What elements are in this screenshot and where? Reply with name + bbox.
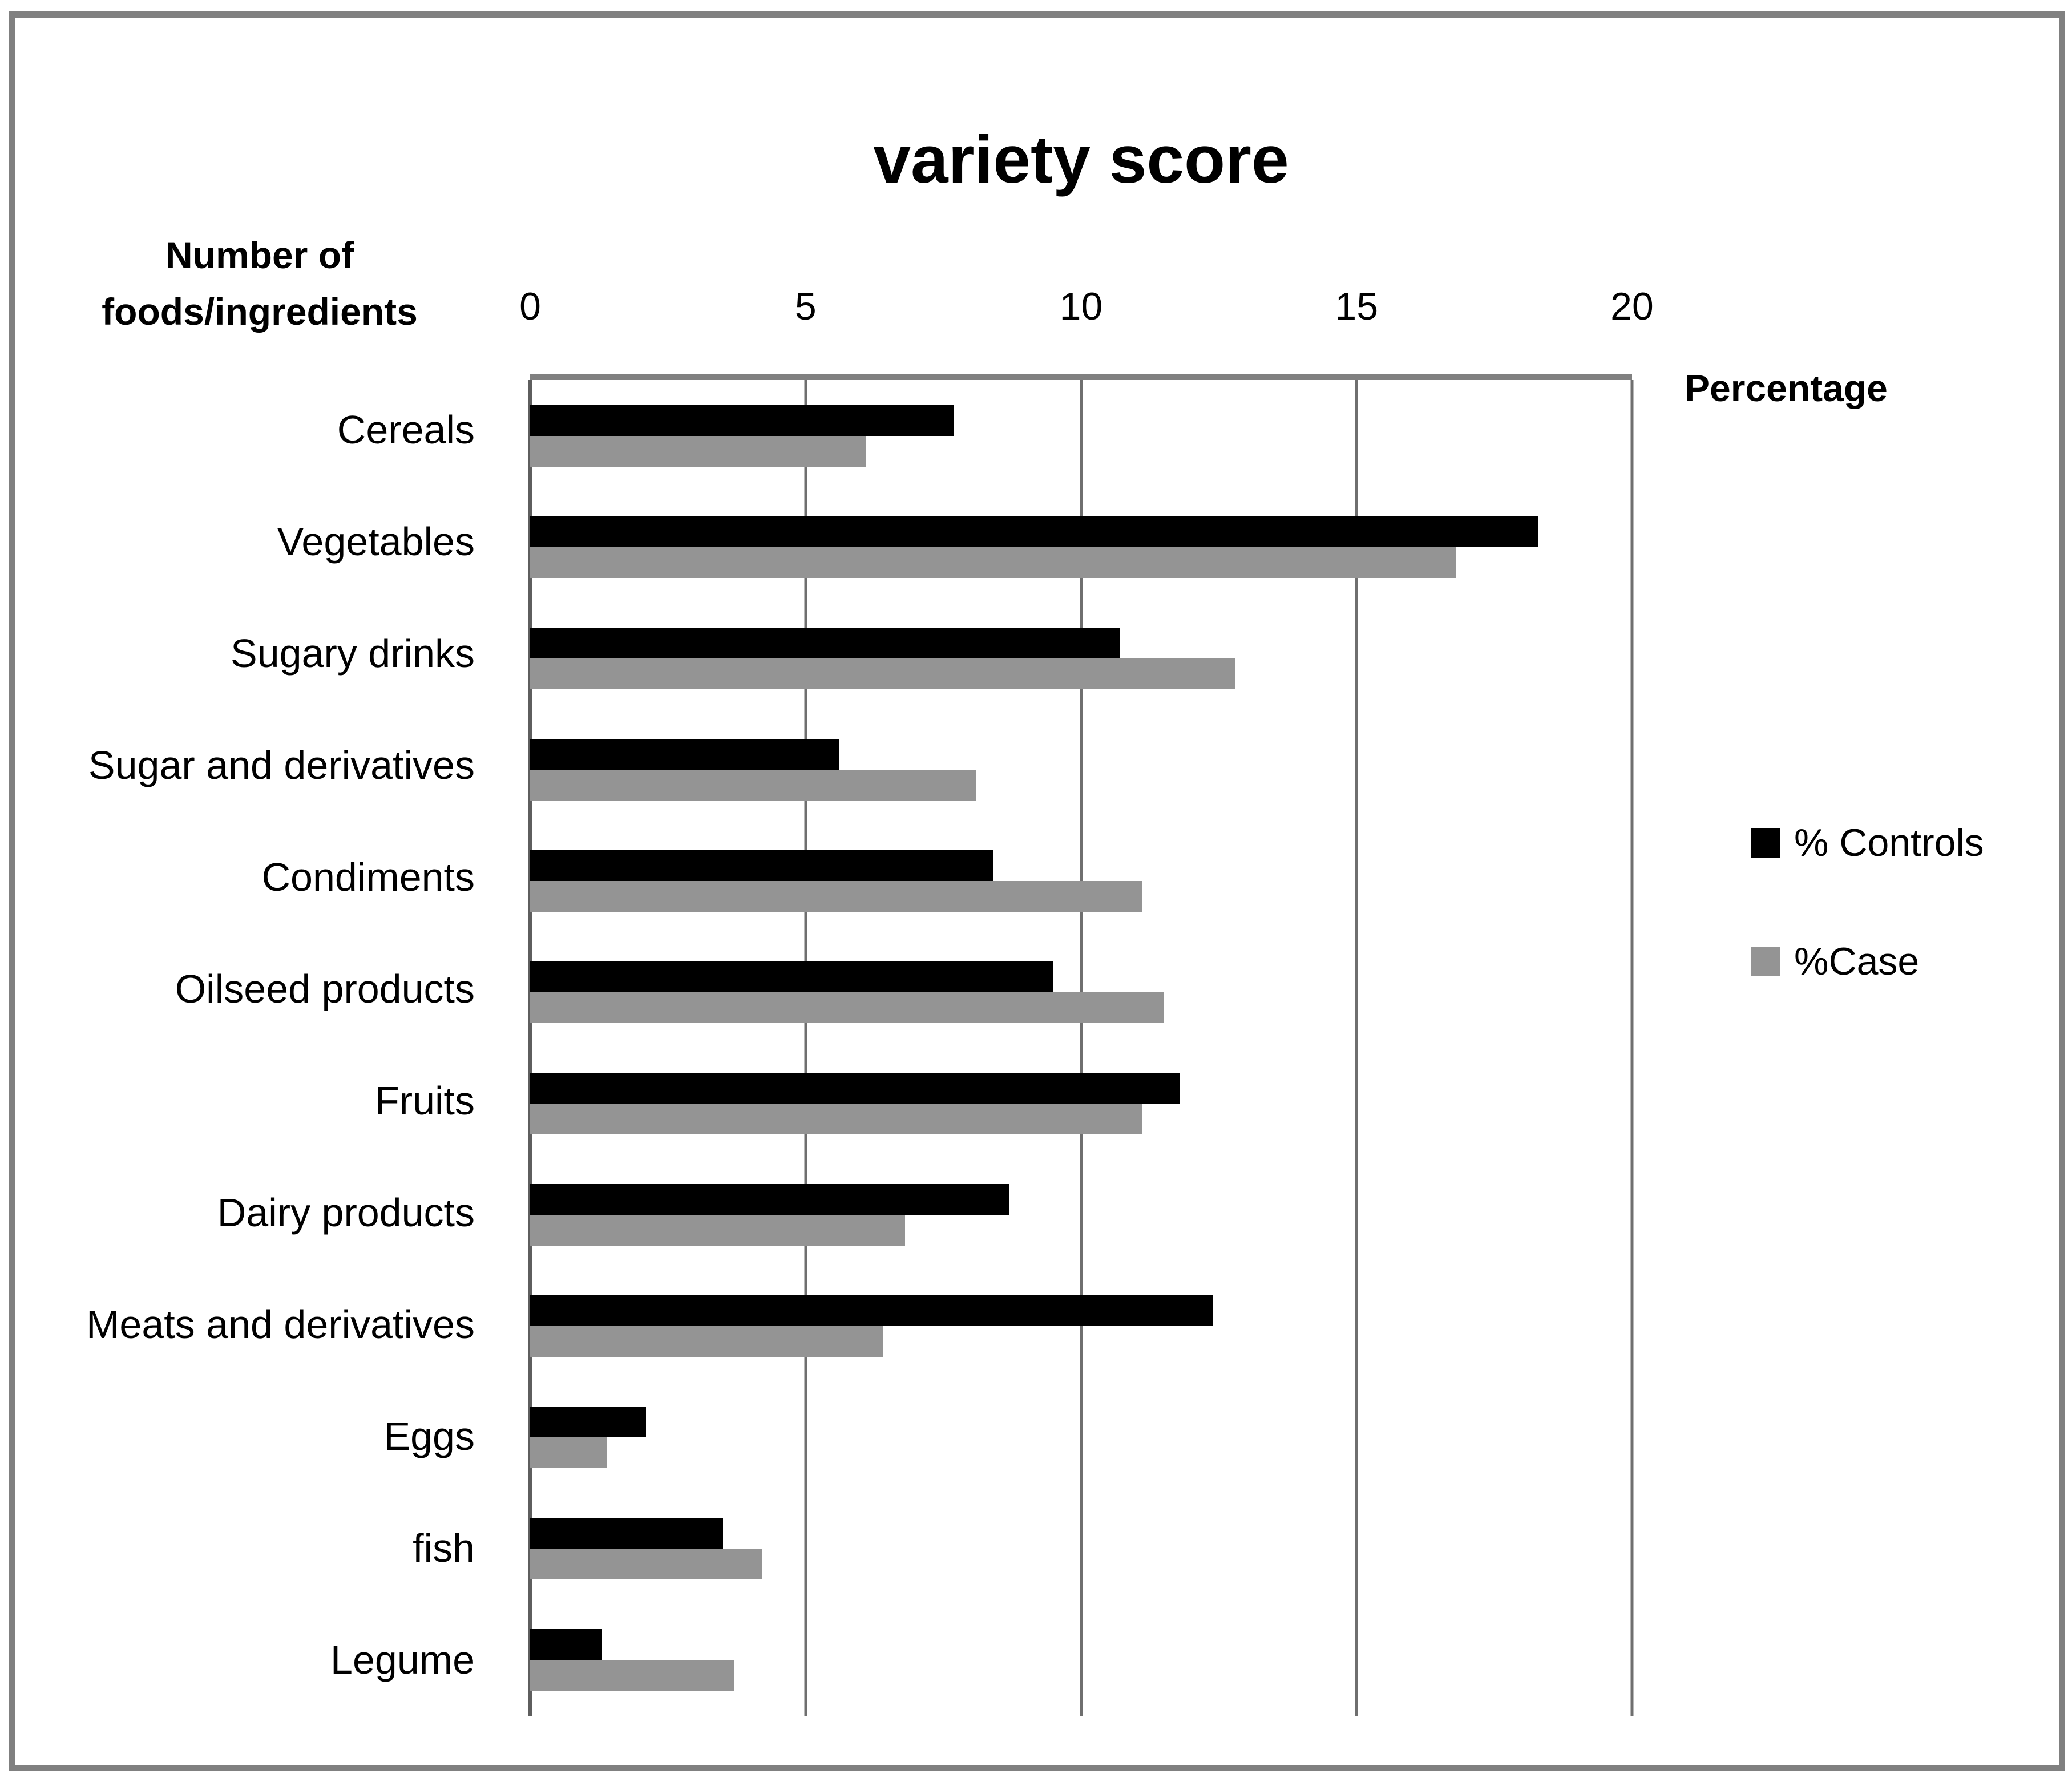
category-row [530,1159,1632,1271]
category-label: Eggs [383,1414,475,1458]
category-row [530,1605,1632,1716]
bar [530,1660,734,1691]
category-label: Meats and derivatives [86,1302,475,1347]
y-axis-title: Number of foods/ingredients [102,234,418,333]
x-tick-label-20: 20 [1610,285,1654,328]
category-label: fish [413,1526,475,1570]
category-label: Dairy products [217,1190,475,1235]
bar [530,1437,608,1469]
category-row [530,603,1632,714]
category-label: Cereals [337,407,475,452]
category-row [530,380,1632,491]
category-row [530,936,1632,1048]
bars-layer [530,380,1632,1716]
bar [530,880,1142,912]
y-axis-line [528,380,532,1716]
bar [530,405,955,436]
x-tick-label-5: 5 [794,285,817,328]
bar [530,1184,1009,1215]
category-row [530,1048,1632,1159]
category-row [530,1382,1632,1493]
bar [530,769,977,801]
gridline-20 [1630,380,1634,1716]
plot-area [528,374,1634,1716]
bar [530,1326,883,1357]
chart-title: variety score [873,122,1289,197]
category-row [530,714,1632,825]
bar [530,738,839,770]
bar [530,547,1456,578]
category-label: Fruits [375,1078,475,1123]
legend-item: % Controls [1751,821,1984,865]
bar [530,627,1120,658]
category-row [530,1271,1632,1382]
bar [530,658,1235,689]
legend-item: %Case [1751,939,1984,984]
bar [530,1215,905,1246]
x-tick-label-15: 15 [1335,285,1379,328]
bar [530,1073,1181,1104]
legend-label: %Case [1794,940,1920,983]
bar [530,516,1538,547]
bar [530,1295,1214,1327]
bar [530,1518,723,1549]
category-label: Vegetables [277,519,475,564]
category-axis-labels: Cereals Vegetables Sugary drinks Sugar and … [0,374,502,1716]
bar [530,1104,1142,1134]
x-axis-ticks: 0 5 10 15 20 [519,284,1654,338]
category-label: Condiments [261,855,475,899]
category-label: Sugary drinks [231,631,475,676]
legend-swatch [1751,828,1780,858]
gridline-10 [1080,380,1083,1716]
category-label: Sugar and derivatives [88,743,475,787]
bar [530,1407,646,1438]
bar [530,850,993,881]
category-label: Oilseed products [175,967,475,1011]
category-label: Legume [330,1638,475,1682]
bar [530,961,1054,992]
x-tick-label-0: 0 [519,285,541,328]
legend-swatch [1751,947,1780,976]
category-row [530,491,1632,603]
gridline-5 [804,380,807,1716]
bar [530,1549,762,1580]
bar [530,992,1164,1023]
bar [530,1629,602,1660]
bar [530,435,866,467]
legend: % Controls %Case [1751,821,1984,984]
category-row [530,1493,1632,1605]
legend-label: % Controls [1794,821,1984,864]
gridline-15 [1355,380,1358,1716]
x-tick-label-10: 10 [1059,285,1103,328]
category-row [530,825,1632,936]
x-axis-title: Percentage [1685,367,1888,409]
